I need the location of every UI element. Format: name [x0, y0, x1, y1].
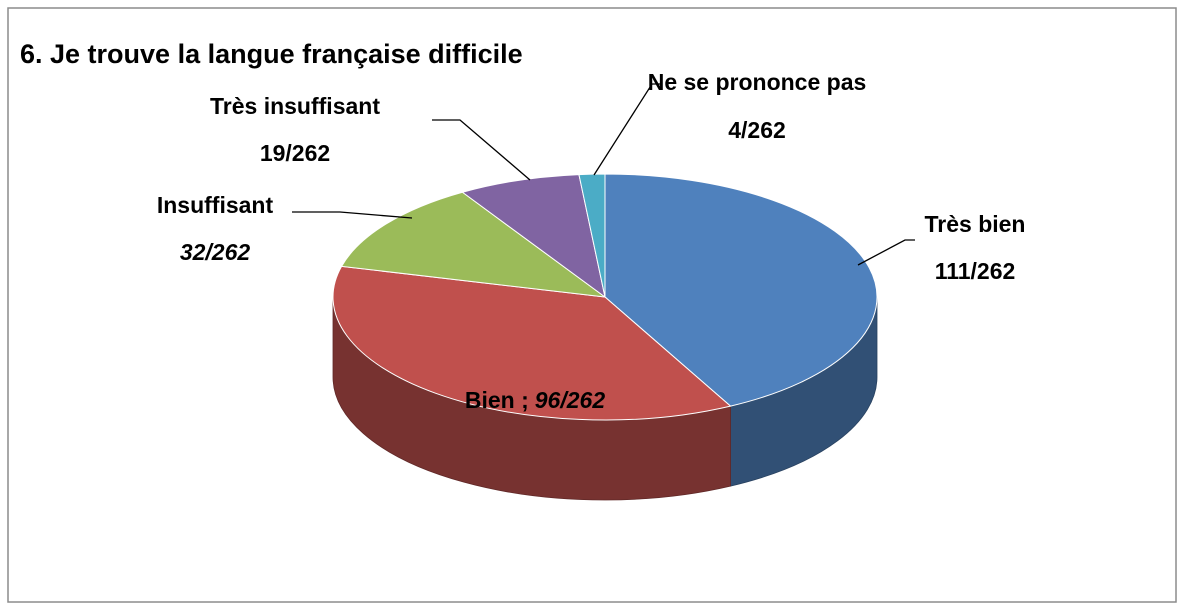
category-label: Insuffisant: [157, 192, 274, 218]
slice: [332, 265, 732, 421]
leader-line: [292, 211, 413, 219]
chart-title: 6. Je trouve la langue française diffici…: [20, 39, 523, 69]
value-label: 19/262: [260, 140, 330, 166]
category-label: Bien ;: [465, 387, 529, 413]
slice: [340, 191, 607, 298]
value-label: 96/262: [535, 387, 606, 413]
leader-line: [432, 119, 531, 181]
category-label: Très insuffisant: [210, 93, 380, 119]
leader-line: [857, 239, 915, 266]
slice: [578, 173, 606, 298]
slice: [461, 174, 606, 299]
category-label: Très bien: [925, 211, 1026, 237]
leader-line: [593, 83, 660, 176]
value-label: 4/262: [728, 117, 786, 143]
value-label: 32/262: [180, 239, 251, 265]
slice: [604, 173, 878, 407]
value-label: 111/262: [935, 258, 1016, 284]
category-label: Ne se prononce pas: [648, 69, 867, 95]
data-label: Bien ; 96/262: [465, 387, 605, 413]
